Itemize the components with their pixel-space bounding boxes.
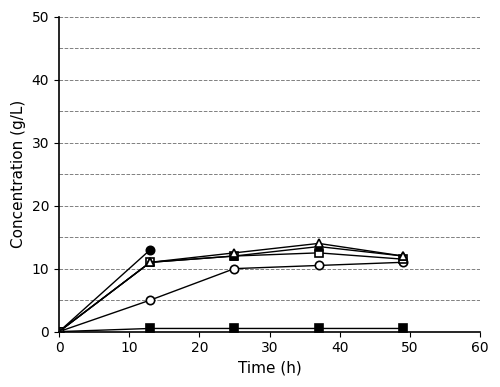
X-axis label: Time (h): Time (h) [238,361,302,376]
Y-axis label: Concentration (g/L): Concentration (g/L) [11,100,26,248]
